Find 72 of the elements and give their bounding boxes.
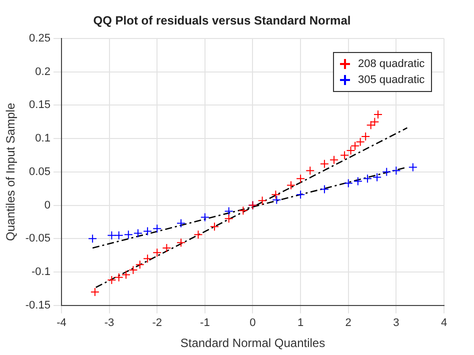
- point: [346, 146, 356, 156]
- y-tick-label: -0.15: [25, 299, 50, 312]
- point: [122, 270, 131, 280]
- x-tick-label: -4: [56, 317, 66, 330]
- y-tick-label: -0.05: [25, 232, 50, 245]
- point: [224, 214, 234, 224]
- y-tick-label: 0.15: [29, 99, 50, 112]
- y-tick-label: 0.05: [29, 166, 50, 178]
- point: [152, 248, 162, 258]
- x-tick-label: -2: [152, 317, 162, 330]
- point: [296, 190, 306, 200]
- point: [320, 159, 329, 168]
- point: [238, 206, 248, 216]
- point: [392, 166, 401, 176]
- point: [320, 184, 329, 194]
- point: [382, 167, 392, 176]
- point: [152, 224, 162, 234]
- y-tick-label: -0.1: [32, 266, 50, 278]
- point: [362, 174, 372, 184]
- point: [350, 141, 360, 150]
- point: [176, 218, 186, 228]
- point: [114, 272, 124, 282]
- x-tick-label: 3: [393, 317, 400, 330]
- point: [200, 212, 210, 222]
- point: [370, 117, 380, 126]
- legend-label: 305 quadratic: [358, 74, 425, 86]
- point: [374, 110, 383, 119]
- point: [224, 206, 234, 216]
- y-axis-title: Quantiles of Input Sample: [4, 102, 18, 241]
- point: [286, 180, 296, 190]
- point: [258, 196, 267, 206]
- point: [114, 230, 124, 240]
- point: [296, 174, 306, 184]
- point: [271, 190, 280, 200]
- point: [340, 150, 350, 160]
- point: [306, 166, 315, 176]
- point: [176, 238, 186, 248]
- y-tick-label: 0: [44, 199, 50, 212]
- x-tick-label: -3: [104, 317, 114, 330]
- point: [408, 162, 418, 172]
- legend-label: 208 quadratic: [358, 58, 425, 70]
- point: [143, 226, 152, 236]
- point: [162, 243, 172, 252]
- point: [133, 228, 142, 238]
- chart-title: QQ Plot of residuals versus Standard Normal: [93, 14, 351, 28]
- x-tick-label: 4: [440, 317, 448, 330]
- point: [90, 288, 100, 297]
- y-tick-label: 0.1: [35, 132, 50, 145]
- point: [210, 222, 219, 232]
- point: [194, 230, 203, 240]
- point: [356, 137, 365, 146]
- x-axis-title: Standard Normal Quantiles: [180, 336, 326, 350]
- point: [272, 195, 282, 204]
- point: [124, 230, 133, 240]
- point: [353, 176, 362, 186]
- y-tick-label: 0.2: [35, 66, 50, 78]
- x-tick-label: 0: [250, 317, 256, 330]
- point: [107, 230, 116, 240]
- point: [88, 234, 98, 244]
- point: [344, 178, 353, 188]
- y-tick-label: 0.25: [29, 32, 50, 44]
- point: [372, 172, 382, 182]
- point: [330, 155, 339, 164]
- point: [366, 120, 376, 130]
- point: [128, 266, 138, 275]
- point: [143, 254, 152, 264]
- x-tick-label: 1: [297, 317, 304, 330]
- x-tick-label: 2: [345, 317, 352, 330]
- point: [135, 260, 144, 270]
- point: [361, 132, 370, 142]
- point: [107, 276, 116, 285]
- x-tick-label: -1: [200, 317, 210, 330]
